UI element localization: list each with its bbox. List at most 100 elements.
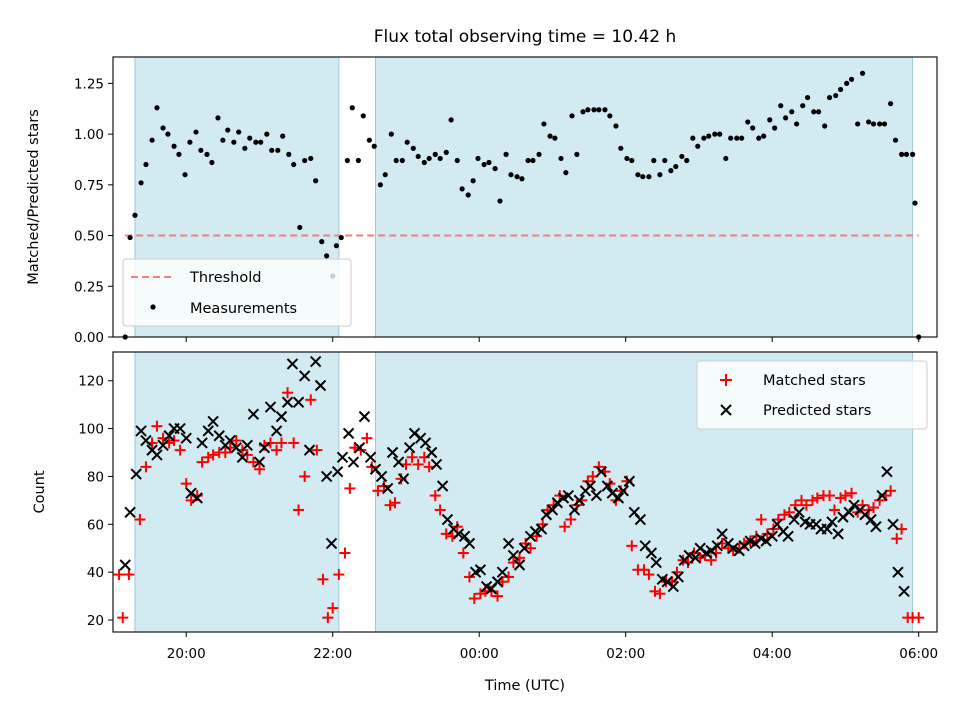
matched-star-point	[202, 451, 214, 463]
matched-star-point	[207, 449, 219, 461]
threshold-legend-label: Threshold	[189, 270, 261, 286]
measurement-point	[198, 147, 204, 153]
ratio-legend: Threshold Measurements	[122, 258, 352, 327]
measurement-point	[750, 125, 756, 131]
predicted-star-point	[826, 516, 838, 528]
predicted-star-point	[595, 465, 608, 478]
predicted-star-point	[213, 430, 225, 442]
measurement-point	[481, 161, 487, 168]
measurement-point	[569, 113, 575, 119]
matched-star-point	[434, 504, 446, 516]
predicted-star-point	[419, 437, 432, 449]
matched-star-point	[429, 490, 441, 502]
predicted-stars-series	[119, 355, 910, 598]
measurement-point	[734, 135, 740, 141]
y-tick-label: 0.00	[74, 330, 104, 346]
predicted-star-point	[870, 520, 882, 533]
measurement-point	[778, 103, 784, 109]
measurement-point	[668, 168, 674, 174]
measurement-point	[371, 143, 377, 149]
measurement-point	[563, 170, 569, 176]
measurement-point	[247, 135, 253, 141]
predicted-star-point	[617, 485, 629, 497]
predicted-star-point	[258, 442, 271, 454]
matched-star-point	[406, 451, 418, 463]
predicted-star-point	[425, 446, 438, 459]
matched-star-point	[891, 533, 903, 545]
measurement-point	[280, 133, 286, 139]
predicted-star-point	[151, 449, 163, 461]
measurement-point	[679, 153, 685, 160]
predicted-star-point	[463, 537, 476, 550]
predicted-star-point	[601, 480, 614, 492]
measurement-point	[291, 161, 297, 168]
predicted-star-point	[325, 537, 338, 550]
measurement-point	[706, 133, 712, 139]
matched-star-point	[271, 444, 283, 456]
y-tick-label: 40	[87, 565, 104, 581]
predicted-star-point	[518, 542, 531, 554]
predicted-star-point	[130, 468, 142, 480]
matched-legend-label: Matched stars	[763, 373, 866, 389]
matched-star-point	[384, 499, 396, 511]
measurement-point	[366, 137, 372, 143]
measurement-point	[377, 182, 383, 188]
matched-star-point	[828, 504, 840, 516]
predicted-star-point	[782, 530, 794, 542]
predicted-star-point	[634, 513, 647, 526]
matched-star-point	[524, 542, 536, 554]
measurement-point	[182, 172, 188, 178]
measurement-point	[465, 192, 471, 198]
matched-star-point	[264, 437, 276, 449]
measurement-point	[349, 105, 355, 111]
y-tick-label: 0.50	[74, 229, 104, 245]
measurement-point	[844, 80, 850, 86]
measurement-point	[404, 139, 410, 145]
predicted-star-point	[135, 425, 147, 437]
matched-star-point	[282, 387, 294, 399]
predicted-star-point	[270, 425, 283, 437]
predicted-star-point	[645, 547, 658, 559]
measurement-point	[574, 151, 580, 157]
measurement-point	[448, 117, 454, 123]
predicted-star-point	[314, 379, 327, 392]
observing-window	[134, 352, 339, 632]
predicted-star-point	[689, 552, 702, 564]
matched-star-point	[649, 585, 661, 597]
matched-star-point	[113, 569, 125, 581]
predicted-star-point	[119, 559, 131, 571]
predicted-star-point	[241, 439, 253, 452]
measurement-point	[745, 119, 751, 125]
measurement-point	[297, 224, 303, 231]
measurement-point	[805, 94, 811, 101]
measurement-point	[833, 92, 839, 99]
predicted-star-point	[180, 432, 192, 444]
predicted-star-point	[766, 530, 778, 542]
ratio-x-ticks	[185, 337, 920, 342]
predicted-star-point	[230, 442, 243, 454]
measurement-point	[591, 107, 597, 113]
matched-star-point	[219, 447, 231, 459]
predicted-star-point	[430, 458, 443, 471]
measurement-point	[525, 157, 531, 164]
measurement-point	[624, 155, 630, 162]
predicted-star-point	[303, 444, 316, 456]
predicted-star-point	[441, 513, 454, 526]
predicted-star-point	[711, 540, 723, 552]
measurement-point	[470, 178, 476, 184]
predicted-star-point	[821, 523, 833, 535]
measurement-point	[870, 121, 877, 127]
measurement-point	[717, 131, 723, 137]
ratio-panel: 0.00 0.25 0.50 0.75 1.00 1.25 Matched/Predict…	[26, 56, 938, 346]
predicted-star-point	[898, 585, 910, 598]
measurement-point	[138, 180, 144, 186]
measurement-point	[618, 145, 624, 151]
measurement-point	[432, 151, 438, 157]
matched-star-point	[643, 569, 655, 581]
x-tick-label: 06:00	[899, 646, 938, 662]
predicted-star-point	[716, 528, 728, 540]
measurement-point	[888, 101, 894, 107]
measurement-point	[503, 151, 509, 157]
measurement-point	[701, 135, 707, 141]
measurement-point	[826, 94, 833, 101]
